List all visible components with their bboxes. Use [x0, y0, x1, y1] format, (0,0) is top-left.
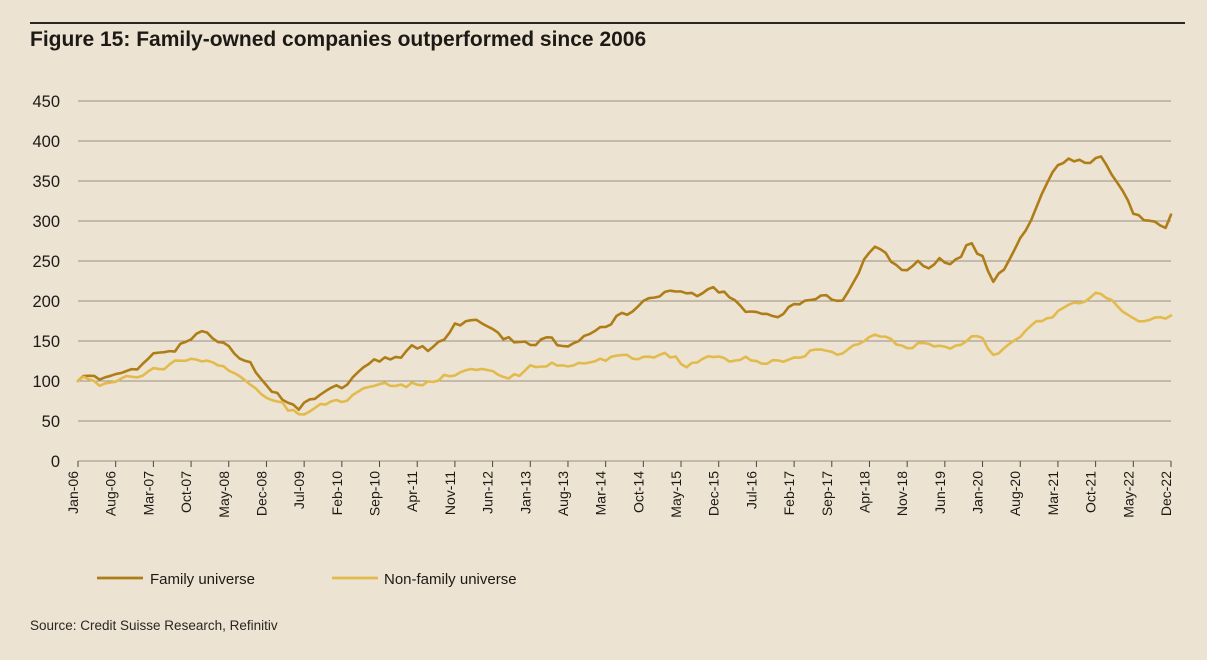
svg-text:Mar-07: Mar-07 [140, 471, 156, 516]
svg-text:Dec-08: Dec-08 [253, 471, 269, 516]
svg-text:Sep-17: Sep-17 [819, 471, 835, 516]
svg-text:May-15: May-15 [668, 471, 684, 518]
svg-text:Oct-14: Oct-14 [630, 471, 646, 513]
svg-text:50: 50 [42, 413, 60, 431]
svg-text:150: 150 [32, 333, 60, 351]
svg-text:Nov-18: Nov-18 [894, 471, 910, 516]
svg-text:0: 0 [51, 453, 60, 471]
svg-text:Jan-13: Jan-13 [517, 471, 533, 514]
svg-text:450: 450 [32, 93, 60, 111]
svg-text:Sep-10: Sep-10 [367, 471, 383, 516]
svg-text:Mar-14: Mar-14 [593, 471, 609, 516]
svg-text:Nov-11: Nov-11 [442, 471, 458, 515]
svg-text:Apr-11: Apr-11 [404, 471, 420, 512]
svg-text:Oct-21: Oct-21 [1083, 471, 1099, 513]
svg-text:350: 350 [32, 173, 60, 191]
svg-text:Jan-20: Jan-20 [970, 471, 986, 514]
svg-text:200: 200 [32, 293, 60, 311]
svg-text:Dec-15: Dec-15 [706, 471, 722, 516]
svg-text:Dec-22: Dec-22 [1158, 471, 1174, 516]
svg-text:Oct-07: Oct-07 [178, 471, 194, 513]
svg-text:Apr-18: Apr-18 [856, 471, 872, 513]
svg-text:Jul-16: Jul-16 [743, 471, 759, 509]
svg-text:100: 100 [32, 373, 60, 391]
svg-text:Aug-20: Aug-20 [1007, 471, 1023, 516]
svg-text:Aug-13: Aug-13 [555, 471, 571, 516]
svg-text:Jul-09: Jul-09 [291, 471, 307, 509]
svg-text:Mar-21: Mar-21 [1045, 471, 1061, 516]
svg-text:Aug-06: Aug-06 [103, 471, 119, 516]
svg-text:250: 250 [32, 253, 60, 271]
svg-text:300: 300 [32, 213, 60, 231]
svg-text:Jun-12: Jun-12 [480, 471, 496, 514]
svg-text:Feb-10: Feb-10 [329, 471, 345, 516]
svg-text:Feb-17: Feb-17 [781, 471, 797, 516]
svg-text:May-08: May-08 [216, 471, 232, 518]
svg-text:May-22: May-22 [1120, 471, 1136, 518]
svg-text:Jun-19: Jun-19 [932, 471, 948, 514]
svg-text:400: 400 [32, 133, 60, 151]
svg-text:Jan-06: Jan-06 [65, 471, 81, 514]
